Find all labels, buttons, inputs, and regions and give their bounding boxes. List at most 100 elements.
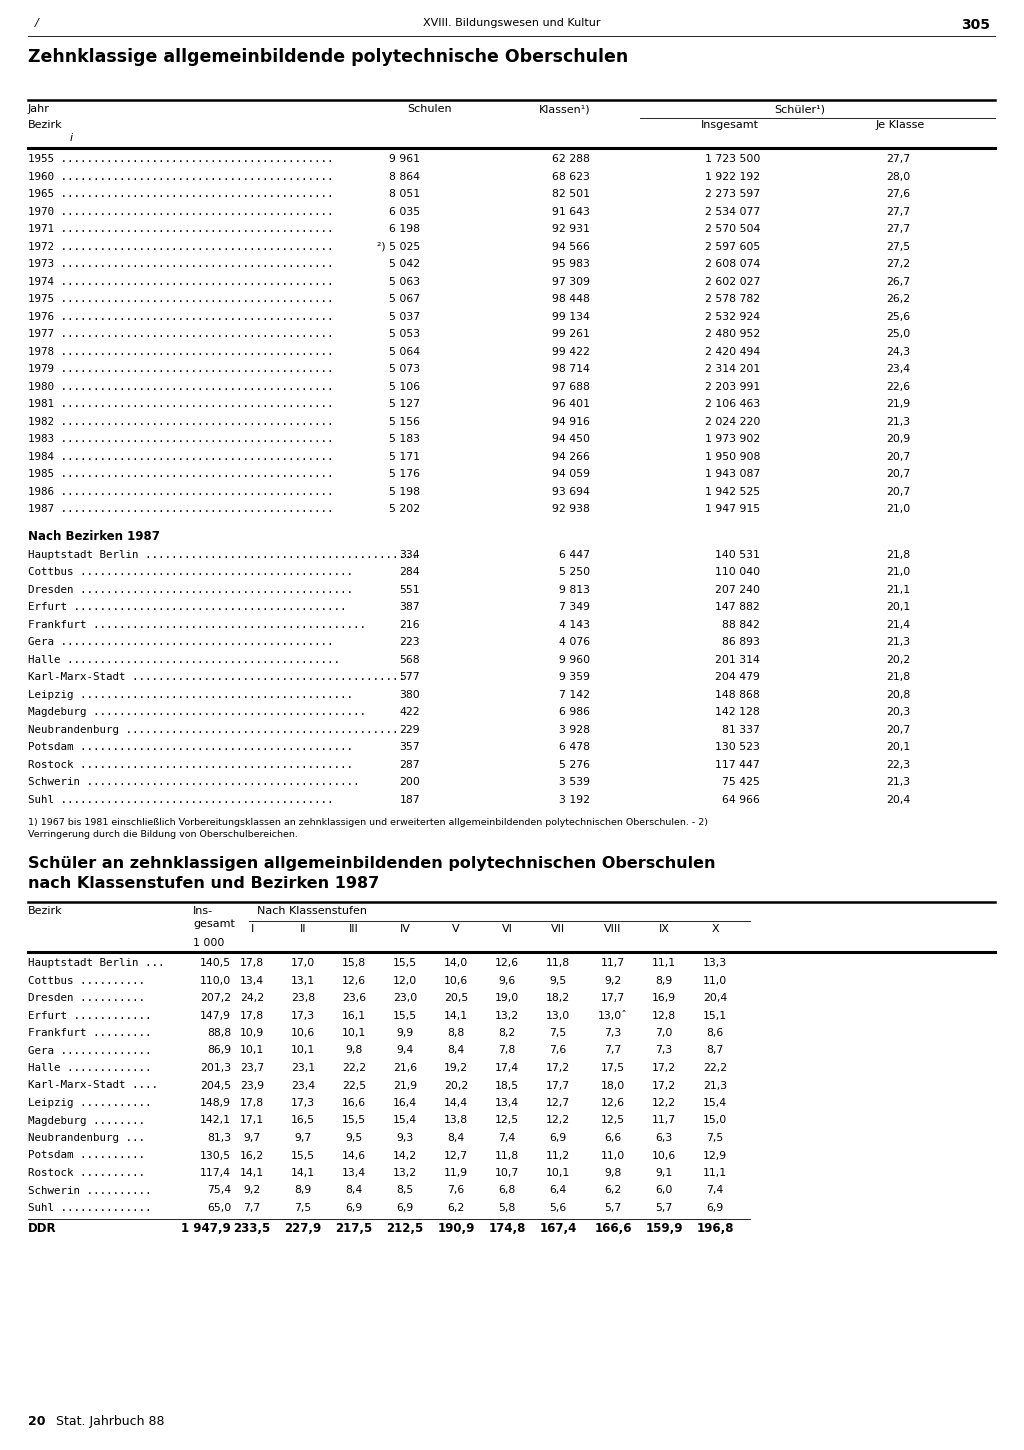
Text: 11,1: 11,1 — [652, 958, 676, 969]
Text: 9,1: 9,1 — [655, 1169, 673, 1177]
Text: Schüler an zehnklassigen allgemeinbildenden polytechnischen Oberschulen: Schüler an zehnklassigen allgemeinbilden… — [28, 856, 716, 871]
Text: 1971 ..........................................: 1971 ...................................… — [28, 223, 334, 233]
Text: 6,9: 6,9 — [549, 1132, 566, 1143]
Text: 13,2: 13,2 — [495, 1011, 519, 1021]
Text: 5 037: 5 037 — [389, 312, 420, 322]
Text: 16,5: 16,5 — [291, 1115, 315, 1125]
Text: Bezirk: Bezirk — [28, 906, 62, 916]
Text: 1965 ..........................................: 1965 ...................................… — [28, 188, 334, 199]
Text: 25,6: 25,6 — [886, 312, 910, 322]
Text: 2 608 074: 2 608 074 — [705, 260, 760, 270]
Text: 1984 ..........................................: 1984 ...................................… — [28, 451, 334, 461]
Text: 12,6: 12,6 — [342, 976, 366, 986]
Text: Magdeburg ........: Magdeburg ........ — [28, 1115, 145, 1125]
Text: 27,7: 27,7 — [886, 223, 910, 233]
Text: Schwerin ..........: Schwerin .......... — [28, 1186, 152, 1195]
Text: 1 942 525: 1 942 525 — [705, 487, 760, 496]
Text: 130,5: 130,5 — [200, 1150, 231, 1160]
Text: 174,8: 174,8 — [488, 1222, 525, 1235]
Text: 10,1: 10,1 — [342, 1028, 367, 1038]
Text: Ins-: Ins- — [193, 906, 213, 916]
Text: 10,6: 10,6 — [652, 1150, 676, 1160]
Text: 8,9: 8,9 — [655, 976, 673, 986]
Text: 6 198: 6 198 — [389, 223, 420, 233]
Text: 1974 ..........................................: 1974 ...................................… — [28, 277, 334, 287]
Text: 17,3: 17,3 — [291, 1011, 315, 1021]
Text: 94 916: 94 916 — [552, 416, 590, 426]
Text: 26,2: 26,2 — [886, 294, 910, 304]
Text: 17,2: 17,2 — [546, 1063, 570, 1073]
Text: 2 532 924: 2 532 924 — [705, 312, 760, 322]
Text: 68 623: 68 623 — [552, 171, 590, 181]
Text: 17,5: 17,5 — [601, 1063, 625, 1073]
Text: 7,5: 7,5 — [549, 1028, 566, 1038]
Text: 1980 ..........................................: 1980 ...................................… — [28, 381, 334, 392]
Text: 12,2: 12,2 — [546, 1115, 570, 1125]
Text: 11,0: 11,0 — [601, 1150, 625, 1160]
Text: 6 986: 6 986 — [559, 708, 590, 716]
Text: 1972 ..........................................: 1972 ...................................… — [28, 242, 334, 251]
Text: 21,9: 21,9 — [886, 399, 910, 409]
Text: 13,2: 13,2 — [393, 1169, 417, 1177]
Text: 20,4: 20,4 — [702, 993, 727, 1003]
Text: 15,8: 15,8 — [342, 958, 366, 969]
Text: 17,4: 17,4 — [495, 1063, 519, 1073]
Text: 10,1: 10,1 — [546, 1169, 570, 1177]
Text: 9,3: 9,3 — [396, 1132, 414, 1143]
Text: 17,7: 17,7 — [546, 1080, 570, 1090]
Text: Jahr: Jahr — [28, 104, 50, 115]
Text: 99 422: 99 422 — [552, 347, 590, 357]
Text: 1977 ..........................................: 1977 ...................................… — [28, 329, 334, 339]
Text: 8,8: 8,8 — [447, 1028, 465, 1038]
Text: 551: 551 — [399, 584, 420, 594]
Text: 11,8: 11,8 — [546, 958, 570, 969]
Text: 3 539: 3 539 — [559, 777, 590, 787]
Text: 5 106: 5 106 — [389, 381, 420, 392]
Text: 28,0: 28,0 — [886, 171, 910, 181]
Text: 20,1: 20,1 — [886, 742, 910, 753]
Text: 8,9: 8,9 — [294, 1186, 311, 1195]
Text: 9,5: 9,5 — [345, 1132, 362, 1143]
Text: 16,1: 16,1 — [342, 1011, 366, 1021]
Text: Gera ..........................................: Gera ...................................… — [28, 637, 334, 647]
Text: 21,3: 21,3 — [886, 416, 910, 426]
Text: 9 960: 9 960 — [559, 654, 590, 664]
Text: 93 694: 93 694 — [552, 487, 590, 496]
Text: 22,3: 22,3 — [886, 760, 910, 770]
Text: 12,7: 12,7 — [444, 1150, 468, 1160]
Text: 9,7: 9,7 — [244, 1132, 261, 1143]
Text: 10,6: 10,6 — [291, 1028, 315, 1038]
Text: 117 447: 117 447 — [715, 760, 760, 770]
Text: 9,8: 9,8 — [345, 1045, 362, 1056]
Text: 17,0: 17,0 — [291, 958, 315, 969]
Text: 110 040: 110 040 — [715, 567, 760, 577]
Text: 577: 577 — [399, 671, 420, 682]
Text: 5 127: 5 127 — [389, 399, 420, 409]
Text: 15,5: 15,5 — [291, 1150, 315, 1160]
Text: Cottbus ..........: Cottbus .......... — [28, 976, 145, 986]
Text: 7,4: 7,4 — [707, 1186, 724, 1195]
Text: 216: 216 — [399, 619, 420, 629]
Text: 86,9: 86,9 — [207, 1045, 231, 1056]
Text: 10,7: 10,7 — [495, 1169, 519, 1177]
Text: IV: IV — [399, 924, 411, 934]
Text: 16,4: 16,4 — [393, 1098, 417, 1108]
Text: Nach Bezirken 1987: Nach Bezirken 1987 — [28, 529, 160, 542]
Text: 166,6: 166,6 — [594, 1222, 632, 1235]
Text: 1970 ..........................................: 1970 ...................................… — [28, 206, 334, 216]
Text: 17,7: 17,7 — [601, 993, 625, 1003]
Text: 5 053: 5 053 — [389, 329, 420, 339]
Text: 6,8: 6,8 — [499, 1186, 516, 1195]
Text: 17,3: 17,3 — [291, 1098, 315, 1108]
Text: 1960 ..........................................: 1960 ...................................… — [28, 171, 334, 181]
Text: 6,4: 6,4 — [549, 1186, 566, 1195]
Text: 24,2: 24,2 — [240, 993, 264, 1003]
Text: 1978 ..........................................: 1978 ...................................… — [28, 347, 334, 357]
Text: 7,5: 7,5 — [294, 1204, 311, 1214]
Text: Neubrandenburg ..........................................: Neubrandenburg .........................… — [28, 725, 398, 735]
Text: 3 928: 3 928 — [559, 725, 590, 735]
Text: gesamt: gesamt — [193, 919, 234, 929]
Text: 6,2: 6,2 — [604, 1186, 622, 1195]
Text: 2 597 605: 2 597 605 — [705, 242, 760, 251]
Text: 1 000: 1 000 — [193, 938, 224, 948]
